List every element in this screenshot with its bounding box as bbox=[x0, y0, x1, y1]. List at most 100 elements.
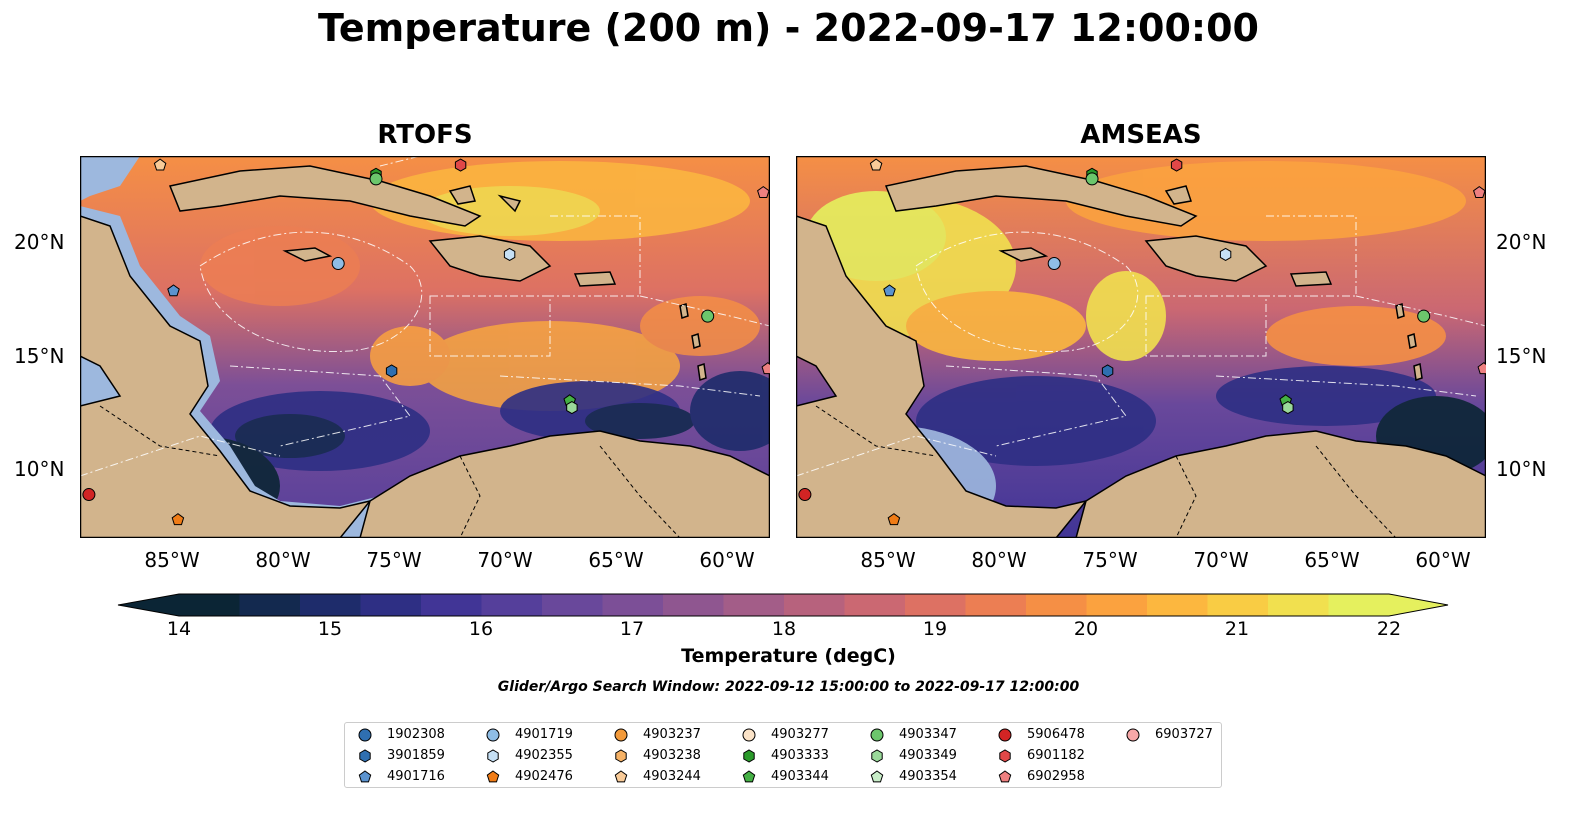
lat-tick-label-right: 20°N bbox=[1496, 230, 1547, 254]
platform-marker-4901716 bbox=[167, 284, 180, 297]
land-masses bbox=[80, 156, 770, 538]
colorbar-tick-label: 22 bbox=[1376, 618, 1402, 640]
colorbar-segment bbox=[179, 594, 241, 616]
legend-marker-icon bbox=[743, 749, 755, 763]
colorbar-segment bbox=[1207, 594, 1269, 616]
colorbar-outline bbox=[117, 593, 1449, 617]
eez-boundaries bbox=[796, 215, 1486, 477]
platform-marker-4903349 bbox=[566, 401, 578, 415]
colorbar-tick-label: 16 bbox=[468, 618, 494, 640]
legend-label: 3901859 bbox=[387, 748, 445, 763]
colorbar-segment bbox=[239, 594, 301, 616]
legend-marker-icon bbox=[742, 728, 756, 742]
platform-marker-4903347 bbox=[701, 309, 715, 323]
lon-tick-label: 65°W bbox=[1304, 548, 1360, 572]
land-masses bbox=[796, 165, 1486, 538]
legend-marker-icon bbox=[487, 749, 499, 763]
colorbar-tick-label: 18 bbox=[771, 618, 797, 640]
platform-marker-4901716 bbox=[883, 284, 896, 297]
legend-label: 4903237 bbox=[643, 727, 701, 742]
legend-label: 4903344 bbox=[771, 769, 829, 784]
colorbar-segment bbox=[1086, 594, 1148, 616]
colorbar-extend-low bbox=[118, 594, 179, 616]
legend-label: 4901719 bbox=[515, 727, 573, 742]
colorbar-segment bbox=[1328, 594, 1390, 616]
colorbar bbox=[117, 593, 1449, 617]
legend-label: 6903727 bbox=[1155, 727, 1213, 742]
colorbar-segment bbox=[542, 594, 604, 616]
platform-legend: 1902308 3901859 4901716 4901719 4902355 49024… bbox=[344, 722, 1222, 788]
legend-label: 4903333 bbox=[771, 748, 829, 763]
platform-marker-4903347 bbox=[1085, 172, 1099, 186]
colorbar-segment bbox=[723, 594, 785, 616]
legend-marker-icon bbox=[614, 728, 628, 742]
legend-marker-icon bbox=[614, 770, 628, 783]
platform-marker-4902476 bbox=[171, 513, 185, 526]
colorbar-segment bbox=[1147, 594, 1209, 616]
lon-tick-label: 80°W bbox=[971, 548, 1027, 572]
colorbar-extend-high bbox=[1389, 594, 1448, 616]
legend-marker-icon bbox=[486, 770, 500, 783]
platform-marker-3901859 bbox=[1101, 364, 1114, 378]
colorbar-tick-label: 17 bbox=[619, 618, 645, 640]
colorbar-segment bbox=[1268, 594, 1330, 616]
legend-label: 4902355 bbox=[515, 748, 573, 763]
legend-label: 4901716 bbox=[387, 769, 445, 784]
colorbar-tick-label: 14 bbox=[166, 618, 192, 640]
platform-marker-4902355 bbox=[503, 247, 516, 261]
legend-marker-icon bbox=[742, 770, 756, 783]
legend-label: 4903349 bbox=[899, 748, 957, 763]
legend-label: 4903238 bbox=[643, 748, 701, 763]
platform-marker-4901719 bbox=[1047, 257, 1061, 271]
platform-marker-5906478 bbox=[82, 488, 96, 502]
legend-marker-icon bbox=[615, 749, 627, 763]
colorbar-segment bbox=[844, 594, 906, 616]
colorbar-segment bbox=[360, 594, 422, 616]
platform-markers-amseas bbox=[798, 158, 1486, 526]
platform-marker-6902958 bbox=[757, 185, 770, 198]
colorbar-segment bbox=[481, 594, 543, 616]
colorbar-segment bbox=[965, 594, 1027, 616]
platform-marker-6902958 bbox=[1477, 362, 1486, 375]
platform-marker-4903244 bbox=[153, 158, 167, 171]
legend-label: 4903277 bbox=[771, 727, 829, 742]
map-panel-amseas bbox=[796, 156, 1486, 538]
lon-tick-label: 70°W bbox=[1193, 548, 1249, 572]
colorbar-tick-label: 19 bbox=[922, 618, 948, 640]
platform-marker-4903349 bbox=[1282, 401, 1294, 415]
lon-tick-label: 85°W bbox=[860, 548, 916, 572]
eez-boundaries bbox=[80, 156, 770, 477]
legend-marker-icon bbox=[358, 728, 372, 742]
platform-marker-4903347 bbox=[369, 172, 383, 186]
colorbar-segment bbox=[663, 594, 725, 616]
legend-label: 4903347 bbox=[899, 727, 957, 742]
lat-tick-label-left: 15°N bbox=[14, 344, 65, 368]
legend-marker-icon bbox=[998, 728, 1012, 742]
lat-tick-label-right: 15°N bbox=[1496, 344, 1547, 368]
country-borders bbox=[815, 405, 1397, 538]
colorbar-segment bbox=[905, 594, 967, 616]
legend-label: 6902958 bbox=[1027, 769, 1085, 784]
legend-label: 6901182 bbox=[1027, 748, 1085, 763]
lat-tick-label-right: 10°N bbox=[1496, 457, 1547, 481]
platform-marker-4903347 bbox=[1417, 309, 1431, 323]
legend-marker-icon bbox=[871, 749, 883, 763]
lat-tick-label-left: 10°N bbox=[14, 457, 65, 481]
lat-tick-label-left: 20°N bbox=[14, 230, 65, 254]
lon-tick-label: 85°W bbox=[144, 548, 200, 572]
legend-marker-icon bbox=[999, 749, 1011, 763]
colorbar-label: Temperature (degC) bbox=[681, 645, 896, 667]
platform-markers-rtofs bbox=[82, 158, 770, 526]
lon-tick-label: 80°W bbox=[255, 548, 311, 572]
legend-label: 1902308 bbox=[387, 727, 445, 742]
map-panel-rtofs bbox=[80, 156, 770, 538]
colorbar-segment bbox=[300, 594, 362, 616]
colorbar-segment bbox=[421, 594, 483, 616]
legend-marker-icon bbox=[1126, 728, 1140, 742]
country-borders bbox=[99, 405, 681, 538]
panel-title-amseas: AMSEAS bbox=[1080, 120, 1202, 150]
platform-marker-3901859 bbox=[385, 364, 398, 378]
legend-marker-icon bbox=[998, 770, 1012, 783]
lon-tick-label: 75°W bbox=[366, 548, 422, 572]
platform-marker-6902958 bbox=[761, 362, 770, 375]
